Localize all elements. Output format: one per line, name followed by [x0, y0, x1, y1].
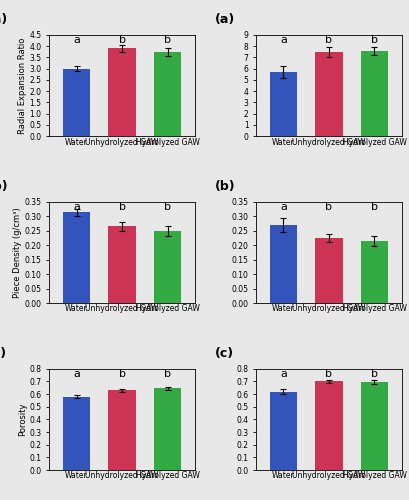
Y-axis label: Porosity: Porosity — [18, 402, 27, 436]
Text: (c): (c) — [0, 346, 7, 360]
Bar — [315, 238, 342, 303]
Text: (b): (b) — [0, 180, 9, 192]
Bar — [153, 52, 181, 136]
Bar — [63, 68, 90, 136]
Bar — [63, 396, 90, 470]
Bar — [360, 382, 387, 470]
Bar — [360, 52, 387, 136]
Text: b: b — [325, 35, 332, 45]
Bar — [108, 48, 135, 136]
Bar — [360, 241, 387, 303]
Bar — [108, 226, 135, 303]
Bar — [153, 231, 181, 303]
Bar — [315, 382, 342, 470]
Text: (b): (b) — [215, 180, 235, 192]
Text: b: b — [118, 202, 125, 212]
Text: b: b — [370, 369, 377, 379]
Text: a: a — [73, 369, 80, 379]
Text: b: b — [164, 35, 171, 45]
Bar — [269, 72, 297, 136]
Bar — [315, 52, 342, 136]
Text: b: b — [370, 35, 377, 45]
Text: b: b — [370, 202, 377, 212]
Text: a: a — [279, 369, 286, 379]
Text: a: a — [279, 35, 286, 45]
Text: (a): (a) — [0, 12, 8, 26]
Text: b: b — [164, 369, 171, 379]
Bar — [269, 392, 297, 470]
Text: b: b — [164, 202, 171, 212]
Text: a: a — [73, 35, 80, 45]
Text: a: a — [279, 202, 286, 212]
Text: b: b — [118, 369, 125, 379]
Text: (a): (a) — [215, 12, 235, 26]
Text: (c): (c) — [215, 346, 234, 360]
Bar — [63, 212, 90, 303]
Bar — [108, 390, 135, 470]
Bar — [153, 388, 181, 470]
Y-axis label: Radial Expansion Ratio: Radial Expansion Ratio — [18, 38, 27, 134]
Text: b: b — [325, 202, 332, 212]
Text: a: a — [73, 202, 80, 212]
Text: b: b — [325, 369, 332, 379]
Y-axis label: Piece Density (g/cm³): Piece Density (g/cm³) — [13, 207, 22, 298]
Bar — [269, 225, 297, 303]
Text: b: b — [118, 35, 125, 45]
